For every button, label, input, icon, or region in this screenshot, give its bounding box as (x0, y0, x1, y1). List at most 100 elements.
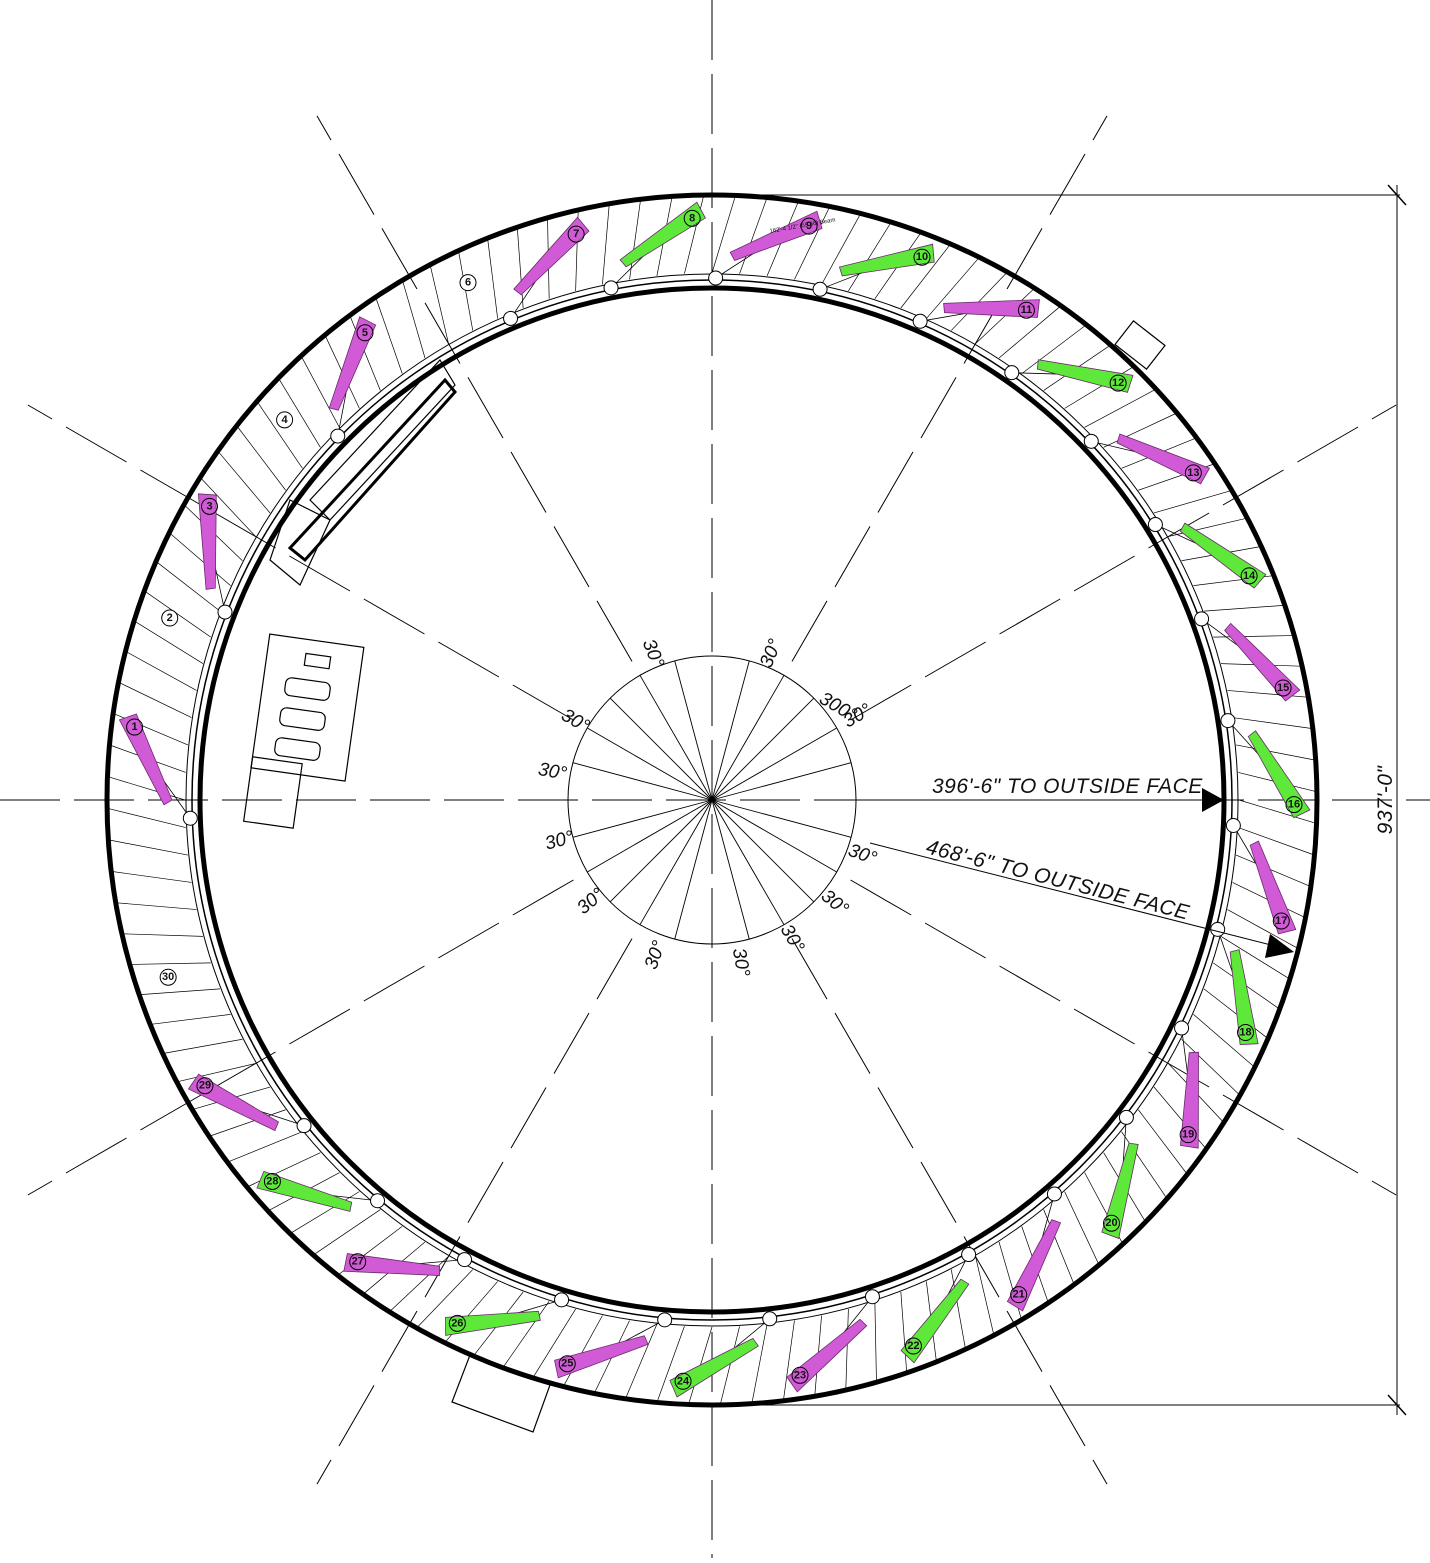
ring-hatch (134, 621, 204, 664)
beamline-13[interactable]: 13 (1083, 433, 1211, 485)
ring-hatch (848, 222, 891, 292)
ring-hatch (301, 356, 340, 428)
beamline-19[interactable]: 19 (1174, 1020, 1199, 1149)
angle-label: 30° (638, 636, 668, 671)
beamline-27[interactable]: 27 (343, 1252, 473, 1276)
beamline-23[interactable]: 23 (786, 1289, 880, 1393)
angle-ray (674, 660, 713, 801)
beamline-hutch (1116, 433, 1211, 485)
ring-hatch (874, 1301, 877, 1382)
angle-ray (711, 762, 852, 801)
beamline-22[interactable]: 22 (900, 1247, 977, 1364)
beamline-3[interactable]: 3 (197, 493, 233, 620)
ring-port-bubble (1194, 611, 1210, 627)
ring-hatch (1232, 717, 1312, 729)
beamline-11[interactable]: 11 (912, 299, 1040, 329)
ring-port-bubble (657, 1312, 673, 1328)
beamline-bubble (567, 225, 585, 243)
beamline-16[interactable]: 16 (1220, 713, 1311, 819)
beamline-number: 14 (1243, 570, 1256, 582)
beamline-26[interactable]: 26 (445, 1292, 570, 1336)
ring-hatch (1203, 605, 1284, 612)
ring-hatch (1227, 690, 1308, 698)
ring-hatch (625, 1323, 658, 1398)
ring-hatch (602, 204, 610, 285)
beamline-hutch (513, 216, 590, 296)
beamline-18[interactable]: 18 (1210, 921, 1259, 1045)
beamline-1[interactable]: 1 (118, 713, 198, 826)
beamline-21[interactable]: 21 (1006, 1186, 1062, 1312)
ring-hatch (1236, 744, 1315, 761)
ring-port-bubble (554, 1292, 570, 1308)
beamline-24[interactable]: 24 (669, 1311, 778, 1398)
ring-port-bubble (762, 1311, 778, 1327)
beamline-hutch (1229, 949, 1259, 1045)
beamline-number: 27 (352, 1256, 364, 1268)
beamline-number: 9 (806, 220, 812, 232)
angle-label: 30° (557, 705, 593, 738)
ring-hatch (739, 198, 768, 274)
beamline-5[interactable]: 5 (328, 316, 377, 444)
ring-hatch (108, 776, 186, 801)
beamline-hutch (187, 1073, 279, 1132)
ring-hatch (349, 316, 381, 391)
beamline-14[interactable]: 14 (1147, 517, 1267, 589)
beamline-bubble (1240, 567, 1258, 585)
beamline-9[interactable]: 9 (708, 210, 823, 286)
beamline-number: 28 (266, 1175, 278, 1187)
spoke-line (850, 404, 1397, 721)
equipment-room (242, 756, 303, 829)
beamline-28[interactable]: 28 (256, 1170, 386, 1212)
ring-hatch (751, 1324, 768, 1403)
ring-hatch (1203, 988, 1268, 1039)
angle-ray (674, 799, 713, 940)
beamline-25[interactable]: 25 (554, 1312, 673, 1379)
angle-circle (567, 655, 857, 945)
beamline-12[interactable]: 12 (1004, 359, 1134, 393)
beamline-bubble (1285, 796, 1303, 814)
beamline-29[interactable]: 29 (187, 1073, 312, 1134)
ring-hatch (950, 1269, 966, 1349)
angle-ray (587, 799, 713, 873)
beamline-7[interactable]: 7 (503, 216, 590, 326)
ring-hatch (140, 988, 221, 995)
angle-label: 30° (543, 827, 577, 855)
ring-hatch (900, 1291, 907, 1372)
ring-hatch (783, 1320, 795, 1400)
beamline-15[interactable]: 15 (1194, 611, 1301, 702)
ring-hatch (1168, 517, 1247, 537)
angle-ray (711, 799, 852, 838)
beamline-bubble (1274, 679, 1292, 697)
beamline-bubble (356, 324, 374, 342)
open-sector-bubble (459, 274, 477, 292)
outer-radius-line (869, 842, 1276, 947)
booster-building (269, 499, 331, 586)
ring-hatch (563, 1315, 603, 1386)
ring-port-bubble (864, 1289, 880, 1305)
ring-hatch (900, 244, 951, 309)
beamline-hutch (729, 210, 823, 261)
ring-hatch (130, 962, 211, 965)
angle-ray (711, 799, 815, 903)
beamline-hutch (943, 299, 1040, 318)
ring-hatch (821, 214, 861, 285)
ring-hatch (503, 1301, 550, 1368)
angle-label: 30° (536, 759, 568, 785)
angle-label: 30° (756, 636, 786, 671)
ring-hatch (151, 1014, 231, 1025)
angle-ray (711, 675, 785, 801)
beamline-8[interactable]: 8 (603, 201, 706, 296)
ring-port-bubble (1147, 517, 1163, 533)
outer-radius-label: 468'-6" TO OUTSIDE FACE (924, 836, 1193, 925)
ring-port-bubble (912, 313, 928, 329)
ring-hatch (237, 426, 286, 491)
spoke-line (316, 938, 633, 1485)
beamline-17[interactable]: 17 (1225, 817, 1297, 935)
angle-ray (572, 799, 713, 838)
transfer-line (287, 377, 457, 563)
ring-hatch (109, 839, 188, 856)
tank-4 (303, 652, 332, 670)
beamline-20[interactable]: 20 (1101, 1109, 1139, 1239)
ring-port-bubble (330, 428, 346, 444)
beamline-10[interactable]: 10 (812, 243, 935, 297)
